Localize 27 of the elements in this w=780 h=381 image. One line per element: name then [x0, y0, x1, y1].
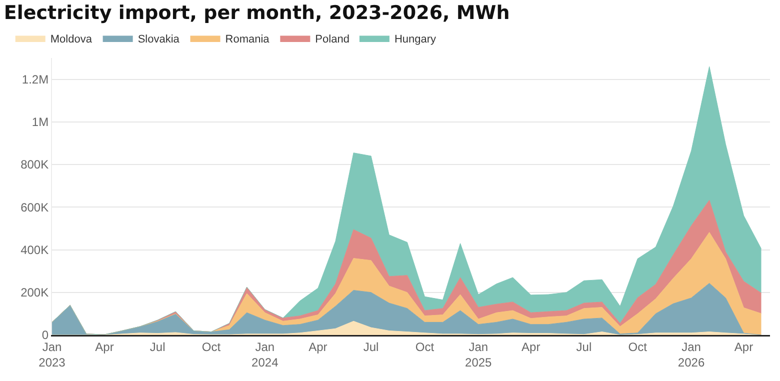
y-tick-label: 1.2M — [22, 72, 49, 87]
x-tick-label: Jul — [576, 340, 592, 354]
x-tick-label: Jan 2026 — [678, 340, 705, 370]
legend-label: Hungary — [394, 33, 437, 46]
x-tick-label: Apr — [522, 340, 540, 354]
x-tick-label: Oct — [202, 340, 222, 354]
y-tick-label: 400K — [20, 242, 49, 257]
legend-label: Poland — [315, 33, 350, 46]
y-tick-label: 0 — [42, 328, 49, 342]
x-tick-label: Jul — [150, 340, 166, 354]
x-tick-label: Jan 2023 — [38, 340, 66, 370]
x-tick-label: Oct — [628, 340, 648, 354]
x-tick-label: Apr — [95, 340, 114, 354]
x-tick-label: Apr — [308, 340, 328, 354]
y-tick-label: 800K — [20, 158, 49, 172]
y-tick-label: 1M — [32, 115, 49, 130]
x-tick-label: Jan 2024 — [252, 340, 279, 370]
y-tick-label: 600K — [20, 200, 49, 214]
y-tick-label: 200K — [20, 286, 49, 300]
x-tick-label: Jan 2025 — [465, 340, 492, 370]
legend-label: Moldova — [50, 33, 93, 46]
x-tick-label: Jul — [363, 340, 379, 354]
legend-label: Slovakia — [138, 33, 180, 46]
x-tick-label: Apr — [734, 340, 754, 354]
legend-label: Romania — [225, 33, 270, 46]
chart-title: Electricity import, per month, 2023-2026, MWh — [4, 2, 510, 24]
x-tick-label: Oct — [415, 340, 435, 354]
